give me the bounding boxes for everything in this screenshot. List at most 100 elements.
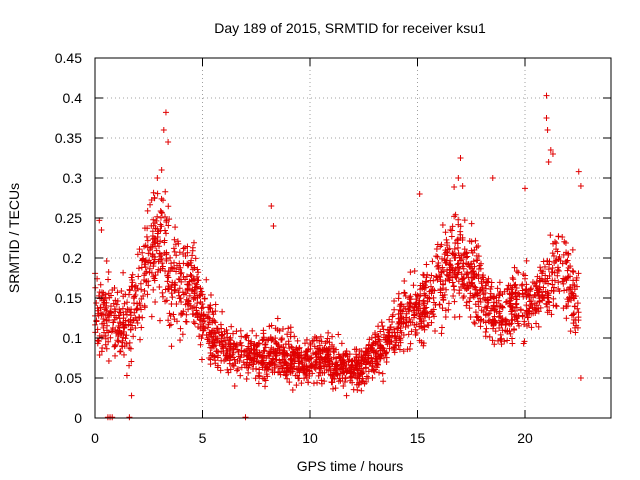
data-point bbox=[526, 292, 533, 299]
data-point bbox=[438, 324, 445, 331]
data-point bbox=[418, 339, 425, 346]
chart-title: Day 189 of 2015, SRMTID for receiver ksu… bbox=[214, 20, 486, 36]
data-point bbox=[136, 300, 143, 307]
data-point bbox=[272, 356, 279, 363]
data-point bbox=[274, 315, 281, 322]
data-point bbox=[96, 295, 103, 302]
data-point bbox=[282, 372, 289, 379]
data-point bbox=[527, 286, 534, 293]
data-point bbox=[112, 352, 119, 359]
data-point bbox=[147, 259, 154, 266]
data-point bbox=[317, 333, 324, 340]
data-point bbox=[246, 362, 253, 369]
data-point bbox=[466, 298, 473, 305]
y-axis-label: SRMTID / TECUs bbox=[6, 183, 22, 293]
data-point bbox=[461, 217, 468, 224]
data-point bbox=[195, 269, 202, 276]
data-point bbox=[282, 341, 289, 348]
data-point bbox=[126, 287, 133, 294]
data-point bbox=[208, 329, 215, 336]
data-point bbox=[119, 305, 126, 312]
data-point bbox=[325, 329, 332, 336]
data-point bbox=[150, 286, 157, 293]
plot-frame bbox=[94, 57, 612, 419]
data-point bbox=[176, 276, 183, 283]
data-point bbox=[123, 372, 130, 379]
data-point bbox=[101, 329, 108, 336]
data-point bbox=[128, 274, 135, 281]
data-point bbox=[305, 379, 312, 386]
data-point bbox=[96, 289, 103, 296]
data-point bbox=[344, 353, 351, 360]
data-point bbox=[293, 382, 300, 389]
data-point bbox=[271, 364, 278, 371]
data-point bbox=[218, 357, 225, 364]
data-point bbox=[354, 366, 361, 373]
data-point bbox=[127, 345, 134, 352]
data-point bbox=[298, 359, 305, 366]
data-point bbox=[174, 262, 180, 269]
data-point bbox=[136, 314, 143, 321]
data-point bbox=[444, 239, 451, 246]
data-point bbox=[456, 290, 463, 297]
data-point bbox=[129, 277, 136, 284]
data-point bbox=[420, 283, 427, 290]
data-point bbox=[571, 282, 578, 289]
data-point bbox=[480, 276, 487, 283]
data-point bbox=[151, 277, 158, 284]
data-point bbox=[459, 275, 466, 282]
data-point bbox=[176, 249, 183, 256]
data-point bbox=[537, 277, 544, 284]
data-point bbox=[277, 371, 284, 378]
data-point bbox=[424, 298, 431, 305]
data-point bbox=[151, 239, 158, 246]
data-point bbox=[343, 392, 350, 399]
data-point bbox=[285, 325, 292, 332]
data-point bbox=[149, 228, 156, 235]
data-point bbox=[284, 331, 291, 338]
data-point bbox=[249, 327, 256, 334]
data-point bbox=[104, 414, 111, 421]
data-point bbox=[509, 290, 516, 297]
data-point bbox=[507, 282, 514, 289]
data-point bbox=[186, 292, 193, 299]
data-point bbox=[372, 356, 379, 363]
data-point bbox=[107, 292, 114, 299]
data-point bbox=[403, 318, 410, 325]
data-point bbox=[266, 323, 273, 330]
data-point bbox=[223, 334, 230, 341]
data-point bbox=[232, 360, 239, 367]
data-point bbox=[292, 351, 299, 358]
data-point bbox=[157, 208, 164, 215]
data-point bbox=[542, 288, 549, 295]
data-point bbox=[103, 257, 110, 264]
data-point bbox=[292, 357, 299, 364]
data-point bbox=[111, 306, 118, 313]
data-point bbox=[291, 333, 298, 340]
data-point bbox=[438, 330, 445, 337]
data-point bbox=[261, 341, 268, 348]
y-tick-label: 0.05 bbox=[55, 370, 82, 386]
data-point bbox=[280, 362, 287, 369]
data-point bbox=[183, 311, 190, 318]
data-point bbox=[411, 321, 418, 328]
data-point bbox=[484, 303, 491, 310]
data-point bbox=[326, 339, 333, 346]
data-point bbox=[124, 299, 131, 306]
data-point bbox=[138, 324, 145, 331]
data-point bbox=[302, 351, 309, 358]
data-point bbox=[530, 310, 537, 317]
data-point bbox=[421, 292, 428, 299]
data-point bbox=[328, 356, 335, 363]
data-point bbox=[395, 290, 402, 297]
data-point bbox=[429, 308, 436, 315]
data-point bbox=[289, 344, 296, 351]
data-point bbox=[158, 252, 165, 259]
data-point bbox=[512, 281, 519, 288]
data-point bbox=[100, 297, 107, 304]
data-point bbox=[243, 334, 250, 341]
data-point bbox=[493, 308, 500, 315]
data-point bbox=[351, 346, 358, 353]
data-point bbox=[211, 318, 218, 325]
data-point bbox=[281, 368, 288, 375]
